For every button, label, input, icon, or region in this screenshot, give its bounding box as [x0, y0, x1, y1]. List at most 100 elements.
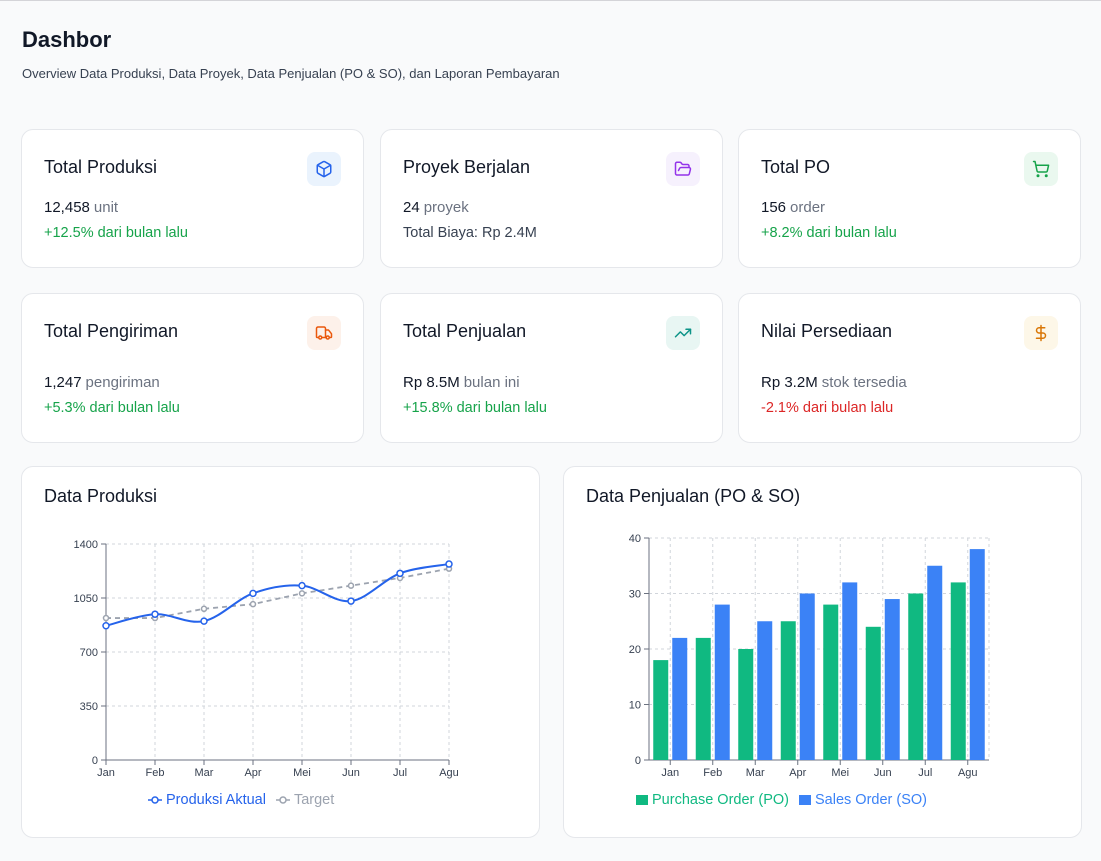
legend-item-target[interactable]: Target: [275, 792, 335, 808]
po-bar: [950, 582, 966, 760]
stat-title: Total Pengiriman: [44, 321, 179, 341]
target-point: [347, 582, 355, 589]
legend-item-po[interactable]: Purchase Order (PO): [636, 792, 789, 808]
stat-card-nilai-persediaan[interactable]: Nilai Persediaan Rp 3.2M stok tersedia -2…: [738, 293, 1081, 443]
po-bar: [865, 626, 881, 760]
stat-change: +8.2% dari bulan lalu: [761, 225, 897, 241]
x-tick-label: Feb: [703, 767, 722, 779]
po-bar: [823, 604, 839, 760]
legend-target-marker: [275, 796, 290, 804]
stat-card-proyek-berjalan[interactable]: Proyek Berjalan 24 proyek Total Biaya: Rp…: [380, 129, 723, 268]
stat-card-total-penjualan[interactable]: Total Penjualan Rp 8.5M bulan ini +15.8% …: [380, 293, 723, 443]
cart-icon: [1024, 152, 1058, 186]
x-tick-label: Jan: [661, 767, 679, 779]
stat-title: Total Produksi: [44, 157, 158, 177]
stat-card-total-produksi[interactable]: Total Produksi 12,458 unit +12.5% dari bu…: [21, 129, 364, 268]
folder-icon: [666, 152, 700, 186]
legend-swatch-so: [799, 795, 811, 805]
legend-label-actual: Produksi Aktual: [166, 792, 266, 808]
so-bar: [757, 621, 773, 760]
x-tick-label: Apr: [789, 767, 806, 779]
x-tick-label: Jan: [97, 767, 115, 779]
x-tick-label: Jun: [874, 767, 892, 779]
stat-value: 24 proyek: [403, 199, 469, 216]
sales-chart-card: Data Penjualan (PO & SO) 0 10 20 30 40 Jan Feb…: [563, 466, 1082, 838]
actual-point: [298, 581, 306, 590]
y-tick-label: 10: [629, 700, 641, 712]
sales-bar-chart: 0 10 20 30 40 Jan Feb Mar Apr Mei Jun Jul Agu: [629, 533, 990, 779]
stat-value: 12,458 unit: [44, 199, 119, 216]
sales-legend: Purchase Order (PO) Sales Order (SO): [636, 792, 927, 808]
stat-change: +15.8% dari bulan lalu: [403, 400, 547, 416]
truck-icon: [307, 316, 341, 350]
stat-title: Proyek Berjalan: [403, 157, 531, 177]
production-line-chart: 0 350 700 1050 1400 Jan Feb Mar Apr Mei Jun Jul Agu: [74, 539, 459, 779]
legend-item-so[interactable]: Sales Order (SO): [799, 792, 927, 808]
po-bar: [780, 621, 796, 760]
legend-label-target: Target: [293, 792, 335, 808]
legend-label-po: Purchase Order (PO): [652, 792, 789, 808]
x-tick-label: Mar: [195, 767, 214, 779]
dollar-icon: [1024, 316, 1058, 350]
stat-value: 1,247 pengiriman: [44, 374, 160, 391]
chart-title: Data Produksi: [44, 486, 158, 506]
stat-change: -2.1% dari bulan lalu: [761, 400, 894, 416]
stat-card-total-pengiriman[interactable]: Total Pengiriman 1,247 pengiriman +5.3% d…: [21, 293, 364, 443]
x-tick-label: Mar: [746, 767, 765, 779]
y-tick-label: 40: [629, 533, 641, 545]
actual-point: [347, 597, 355, 605]
so-bar: [884, 599, 900, 760]
actual-point: [445, 560, 453, 568]
y-tick-label: 1050: [74, 593, 98, 605]
stat-change: +5.3% dari bulan lalu: [44, 400, 180, 416]
legend-actual-marker: [148, 796, 162, 804]
y-tick-label: 350: [80, 701, 98, 713]
stat-value: 156 order: [761, 199, 826, 216]
y-tick-label: 0: [92, 755, 98, 767]
actual-point: [396, 569, 404, 578]
y-tick-label: 30: [629, 589, 641, 601]
box-icon: [307, 152, 341, 186]
target-point: [102, 614, 110, 622]
actual-line: [105, 563, 450, 627]
y-tick-label: 700: [80, 647, 98, 659]
po-bar: [908, 593, 924, 760]
actual-point: [151, 610, 159, 618]
production-legend: Produksi Aktual Target: [148, 792, 334, 808]
x-tick-label: Feb: [146, 767, 165, 779]
legend-item-actual[interactable]: Produksi Aktual: [148, 792, 266, 808]
production-chart-card: Data Produksi 0 350 700 1050 1400 Jan Feb Mar Ap…: [21, 466, 540, 838]
po-bar: [695, 637, 711, 760]
stat-change: +12.5% dari bulan lalu: [44, 225, 188, 241]
target-point: [298, 590, 306, 597]
actual-point: [102, 622, 110, 630]
po-bar: [738, 649, 754, 760]
target-point: [249, 600, 257, 608]
x-tick-label: Agu: [439, 767, 459, 779]
x-tick-label: Mei: [293, 767, 311, 779]
actual-point: [200, 617, 208, 625]
stat-card-total-po[interactable]: Total PO 156 order +8.2% dari bulan lalu: [738, 129, 1081, 268]
legend-swatch-po: [636, 795, 648, 805]
so-bar: [969, 549, 985, 760]
page-subtitle: Overview Data Produksi, Data Proyek, Dat…: [22, 66, 560, 81]
trending-up-icon: [666, 316, 700, 350]
stat-change: Total Biaya: Rp 2.4M: [403, 225, 537, 241]
target-line: [106, 567, 450, 619]
y-tick-label: 0: [635, 755, 641, 767]
x-tick-label: Agu: [958, 767, 978, 779]
legend-label-so: Sales Order (SO): [815, 792, 927, 808]
so-bar: [714, 604, 730, 760]
actual-point: [249, 589, 257, 598]
so-bar: [672, 637, 688, 760]
top-divider: [0, 0, 1101, 1]
stat-value: Rp 3.2M stok tersedia: [761, 374, 907, 391]
so-bar: [799, 593, 815, 760]
x-tick-label: Mei: [831, 767, 849, 779]
x-tick-label: Jun: [342, 767, 360, 779]
x-tick-label: Apr: [244, 767, 261, 779]
stat-title: Total Penjualan: [403, 321, 527, 341]
x-tick-label: Jul: [393, 767, 407, 779]
so-bar: [842, 582, 858, 760]
